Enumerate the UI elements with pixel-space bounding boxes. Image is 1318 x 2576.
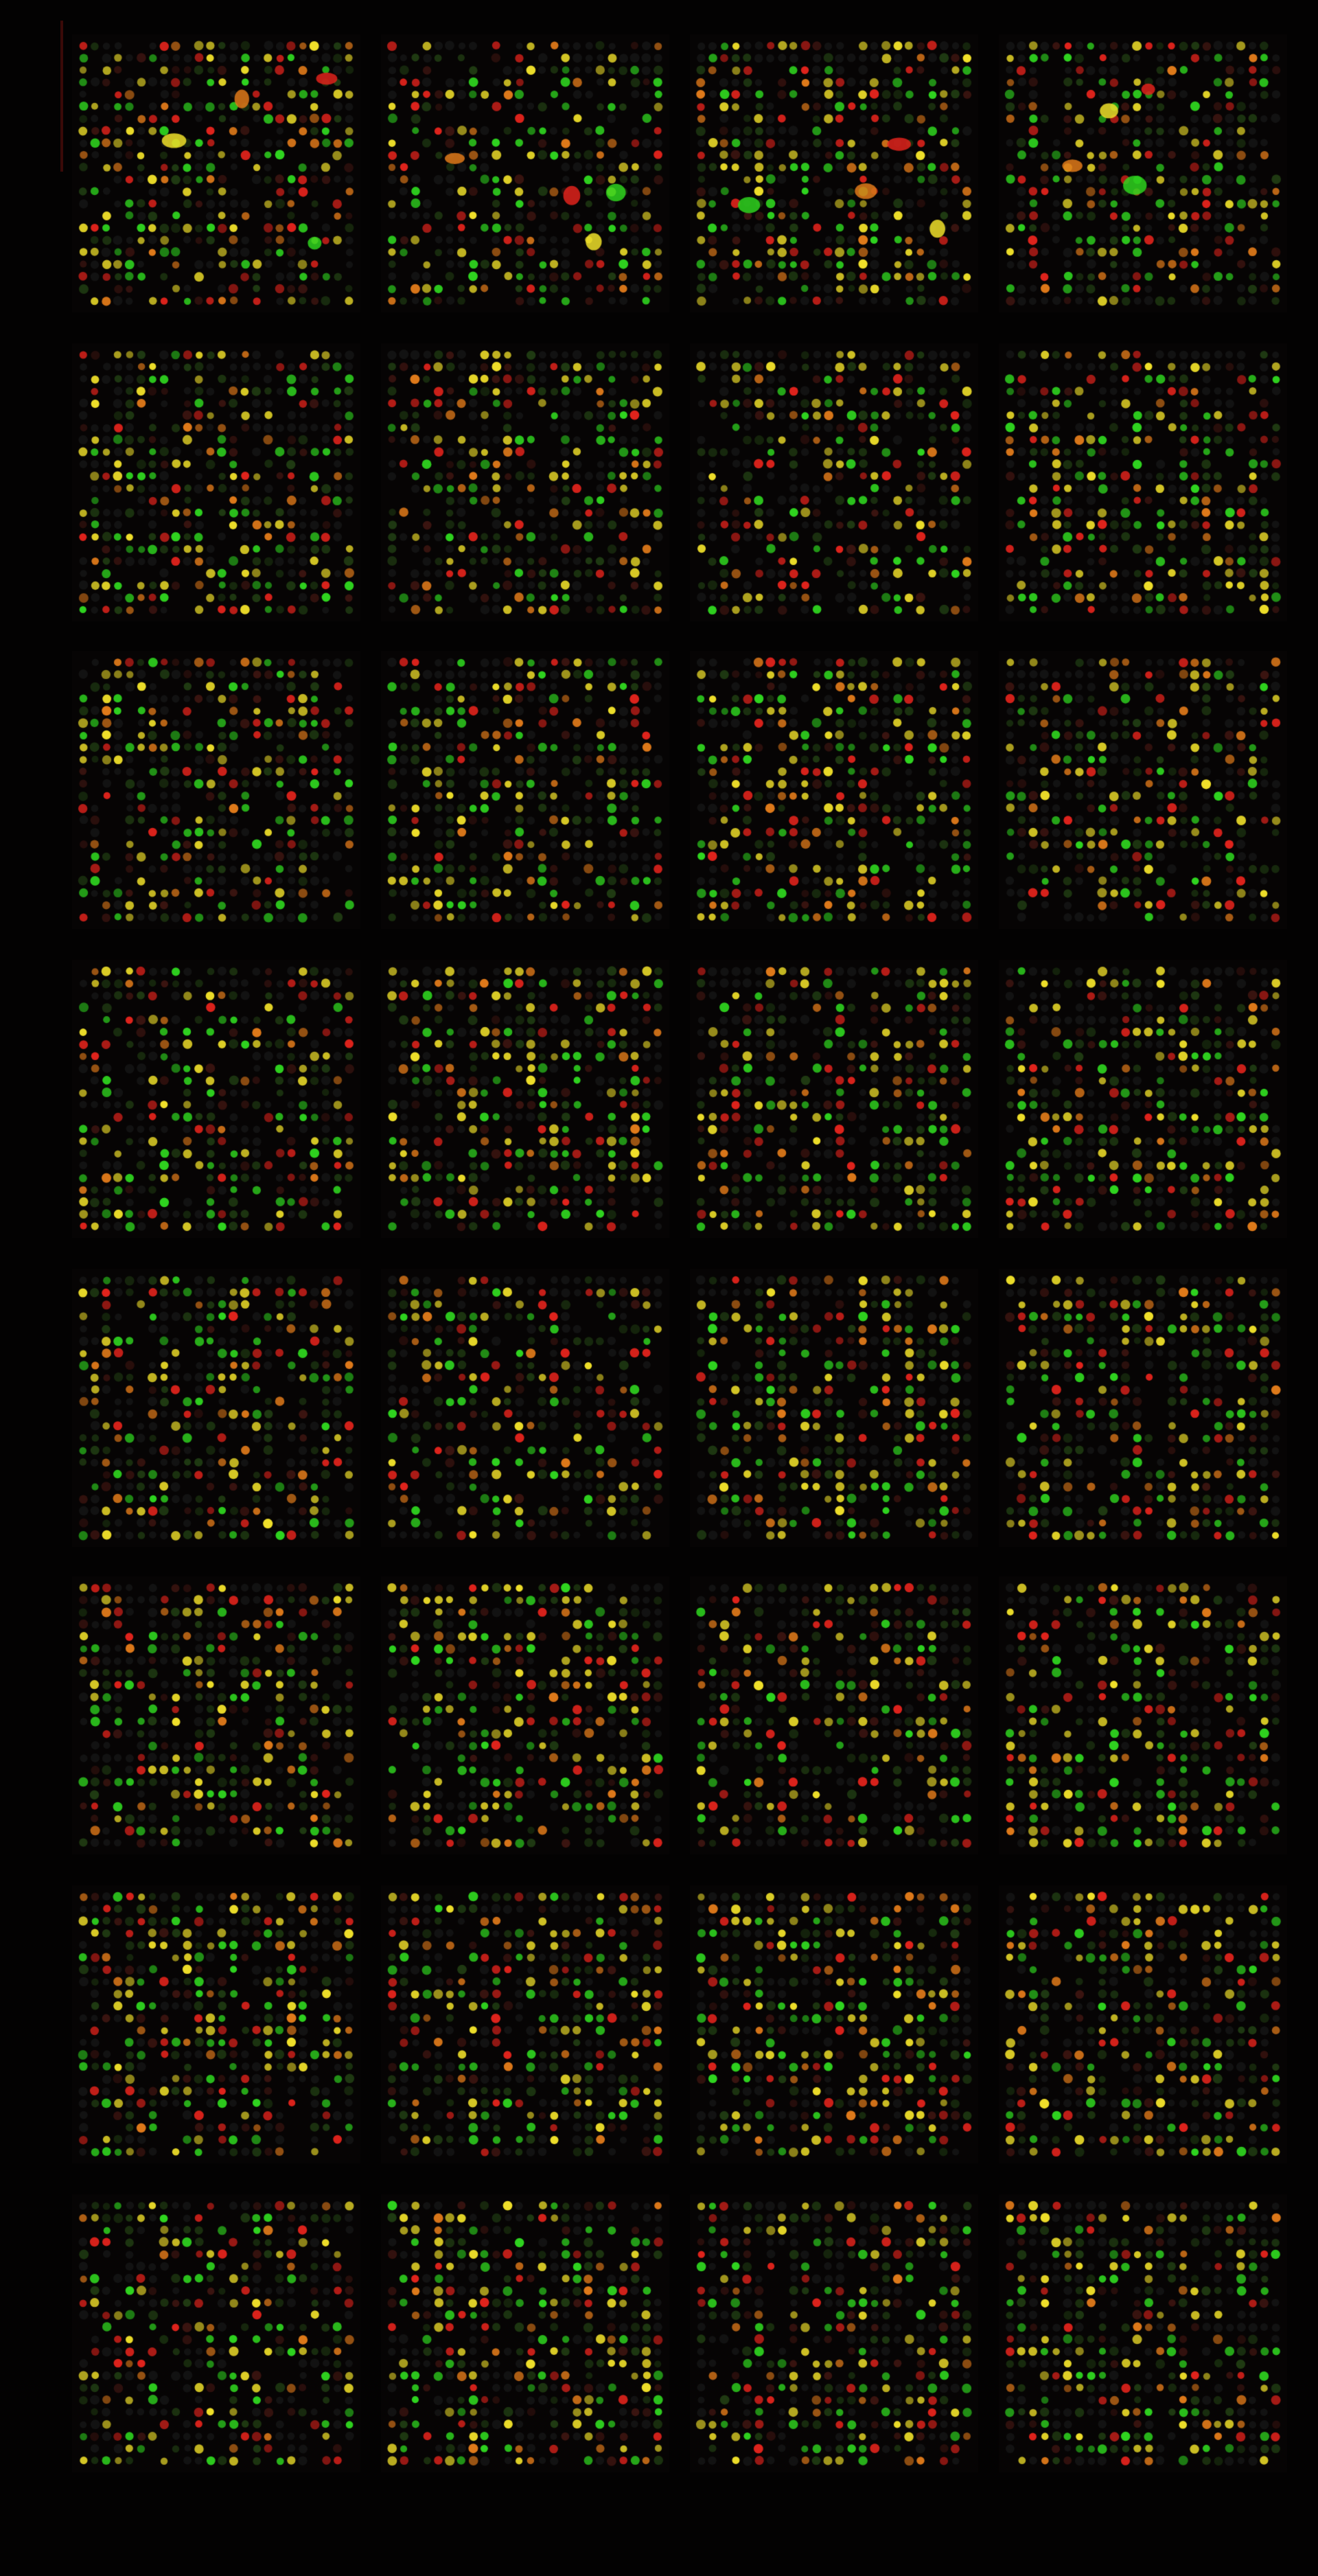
spot-block-canvas	[690, 960, 978, 1238]
spot-block	[381, 960, 669, 1238]
spot-block	[690, 1269, 978, 1547]
spot-block	[999, 1885, 1287, 2163]
spot-block-canvas	[690, 343, 978, 621]
spot-block-canvas	[999, 1885, 1287, 2163]
spot-block-canvas	[690, 651, 978, 929]
spot-block-canvas	[72, 1576, 360, 1854]
spot-block	[72, 1576, 360, 1854]
spot-block	[72, 1269, 360, 1547]
spot-block-canvas	[999, 2194, 1287, 2472]
spot-block	[690, 960, 978, 1238]
spot-block-canvas	[72, 651, 360, 929]
spot-block-canvas	[72, 1269, 360, 1547]
spot-block	[690, 1576, 978, 1854]
spot-block	[381, 34, 669, 312]
spot-block	[72, 34, 360, 312]
spot-block	[690, 651, 978, 929]
spot-block	[690, 343, 978, 621]
spot-block-canvas	[381, 960, 669, 1238]
spot-block	[72, 1885, 360, 2163]
spot-block-canvas	[999, 1269, 1287, 1547]
spot-block-canvas	[381, 651, 669, 929]
spot-block-canvas	[690, 34, 978, 312]
spot-block	[72, 960, 360, 1238]
spot-block	[999, 1576, 1287, 1854]
spot-block-canvas	[381, 1576, 669, 1854]
spot-block	[690, 34, 978, 312]
spot-block-canvas	[381, 343, 669, 621]
spot-block-canvas	[381, 1885, 669, 2163]
spot-block-canvas	[690, 2194, 978, 2472]
spot-block-canvas	[999, 343, 1287, 621]
spot-block-canvas	[690, 1576, 978, 1854]
spot-block-canvas	[72, 343, 360, 621]
spot-block-canvas	[690, 1269, 978, 1547]
spot-block-canvas	[72, 2194, 360, 2472]
spot-block	[72, 343, 360, 621]
spot-block	[381, 1885, 669, 2163]
spot-block	[381, 1576, 669, 1854]
spot-block	[690, 1885, 978, 2163]
spot-block	[381, 1269, 669, 1547]
spot-block-canvas	[72, 34, 360, 312]
spot-block	[72, 2194, 360, 2472]
spot-block-canvas	[690, 1885, 978, 2163]
spot-block	[381, 651, 669, 929]
spot-block-canvas	[381, 1269, 669, 1547]
spot-block	[381, 343, 669, 621]
spot-block-canvas	[999, 1576, 1287, 1854]
slide-edge-artifact	[60, 21, 63, 172]
spot-block-canvas	[381, 2194, 669, 2472]
spot-block	[999, 960, 1287, 1238]
spot-block-canvas	[999, 34, 1287, 312]
spot-block	[999, 1269, 1287, 1547]
spot-block-canvas	[381, 34, 669, 312]
spot-block-canvas	[999, 960, 1287, 1238]
spot-block-canvas	[72, 960, 360, 1238]
spot-block	[690, 2194, 978, 2472]
spot-block	[999, 34, 1287, 312]
spot-block	[999, 2194, 1287, 2472]
spot-block-canvas	[72, 1885, 360, 2163]
spot-block	[999, 343, 1287, 621]
spot-block	[999, 651, 1287, 929]
spot-block	[381, 2194, 669, 2472]
spot-block-canvas	[999, 651, 1287, 929]
spot-block	[72, 651, 360, 929]
